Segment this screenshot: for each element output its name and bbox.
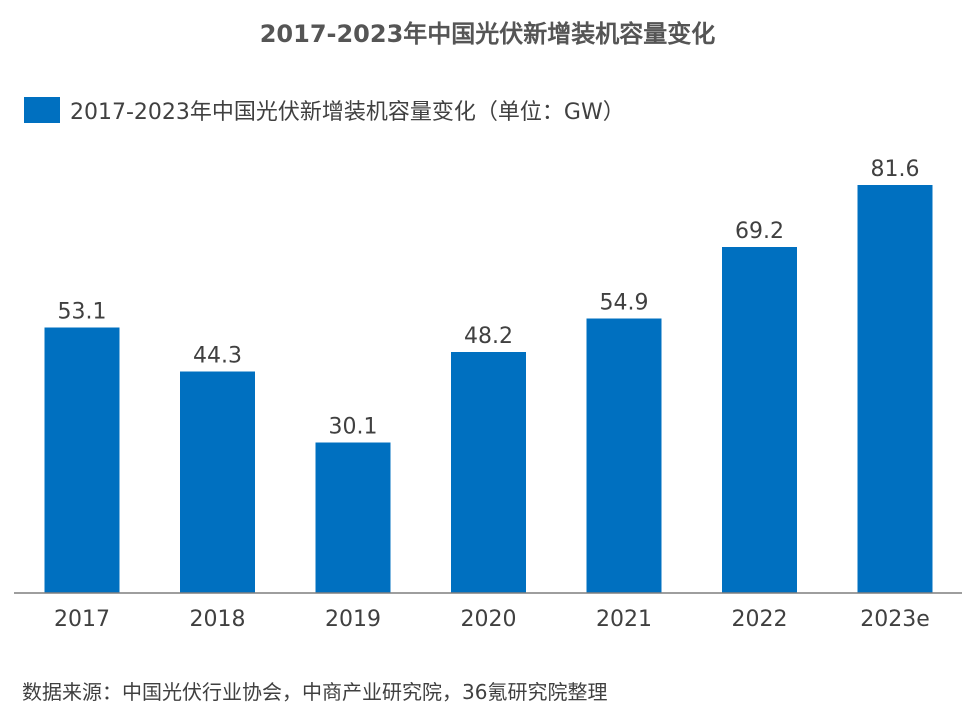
bar-2018 [180, 371, 255, 593]
chart-legend: 2017-2023年中国光伏新增装机容量变化（单位：GW） [24, 94, 625, 126]
data-label-2022: 69.2 [735, 219, 784, 244]
bar-2019 [315, 442, 391, 593]
chart-title: 2017-2023年中国光伏新增装机容量变化 [259, 20, 716, 48]
bar-2022 [722, 247, 797, 593]
x-tick-label-2022: 2022 [732, 607, 788, 632]
data-label-2020: 48.2 [464, 324, 513, 349]
data-label-2023e: 81.6 [871, 157, 920, 182]
x-tick-label-2018: 2018 [190, 607, 246, 632]
x-tick-label-2019: 2019 [325, 607, 381, 632]
x-tick-label-2021: 2021 [596, 607, 652, 632]
data-label-2021: 54.9 [600, 291, 649, 316]
legend-label: 2017-2023年中国光伏新增装机容量变化（单位：GW） [70, 100, 625, 125]
source-note: 数据来源：中国光伏行业协会，中商产业研究院，36氪研究院整理 [22, 680, 608, 704]
legend-swatch [24, 97, 60, 123]
data-label-2017: 53.1 [58, 300, 107, 325]
bar-2021 [586, 318, 662, 593]
x-tick-label-2017: 2017 [54, 607, 110, 632]
bar-2020 [451, 352, 526, 593]
data-label-2018: 44.3 [193, 344, 242, 369]
bar-2017 [44, 327, 120, 593]
x-tick-label-2023e: 2023e [860, 607, 930, 632]
bar-2023e [857, 185, 933, 593]
data-label-2019: 30.1 [329, 415, 378, 440]
x-tick-label-2020: 2020 [461, 607, 517, 632]
